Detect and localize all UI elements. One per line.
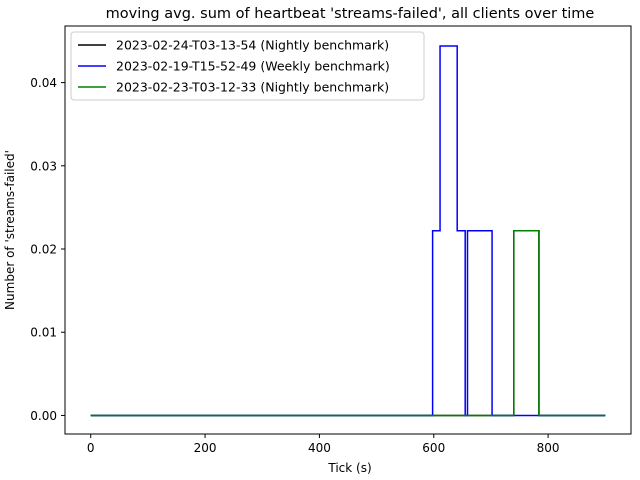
plot-area-frame [64,25,632,435]
y-axis-label: Number of 'streams-failed' [3,150,17,310]
legend-label-2: 2023-02-19-T15-52-49 (Weekly benchmark) [116,59,390,74]
series-line-2 [90,45,606,417]
y-tick-label: 0.04 [30,76,57,90]
y-tick-label: 0.02 [30,243,57,257]
y-axis: 0.00 0.01 0.02 0.03 0.04 [30,76,65,423]
legend: 2023-02-24-T03-13-54 (Nightly benchmark)… [70,31,425,101]
legend-frame [70,31,425,101]
x-tick-label: 800 [537,441,560,455]
x-axis-label: Tick (s) [327,461,371,475]
y-tick-label: 0.01 [30,326,57,340]
series-layer [90,45,606,417]
series-line-1 [90,229,606,417]
x-tick-label: 200 [194,441,217,455]
legend-label-1: 2023-02-24-T03-13-54 (Nightly benchmark) [116,38,389,53]
x-tick-label: 400 [308,441,331,455]
x-axis: 0 200 400 600 800 [87,434,560,455]
y-tick-label: 0.00 [30,409,57,423]
series-line-3 [90,229,606,417]
legend-label-3: 2023-02-23-T03-12-33 (Nightly benchmark) [116,80,389,95]
x-tick-label: 0 [87,441,95,455]
y-tick-label: 0.03 [30,159,57,173]
chart-title: moving avg. sum of heartbeat 'streams-fa… [106,6,595,22]
x-tick-label: 600 [422,441,445,455]
